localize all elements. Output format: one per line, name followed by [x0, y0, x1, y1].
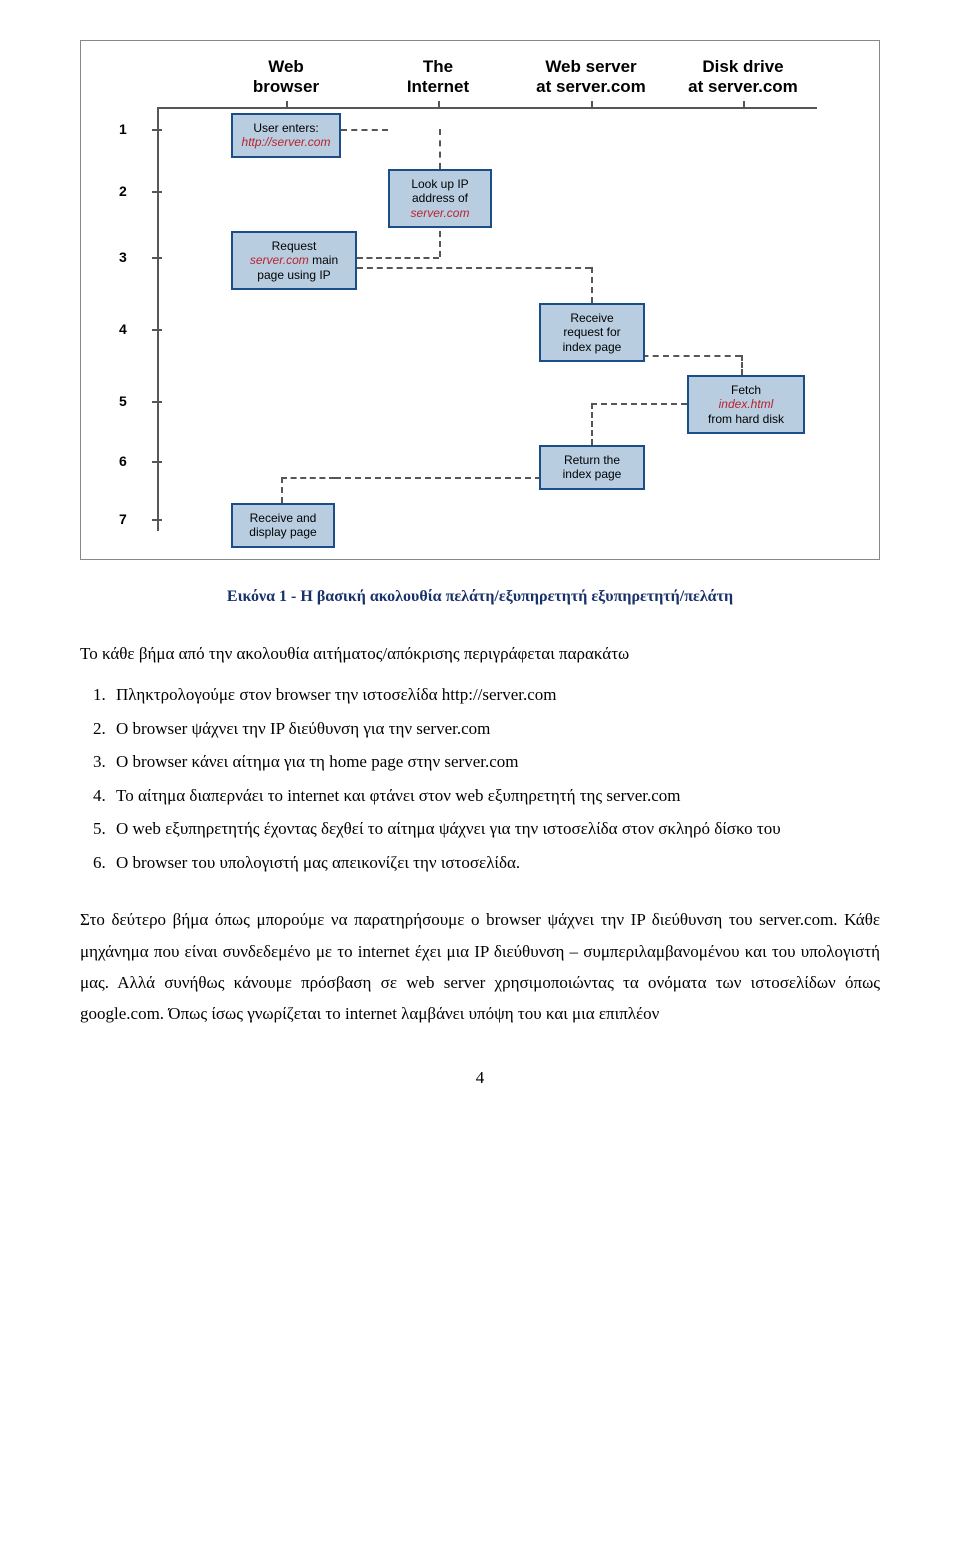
axis-tick: [152, 191, 162, 193]
column-header: Web serverat server.com: [531, 57, 651, 96]
connector: [591, 403, 593, 445]
row-number: 5: [119, 393, 127, 409]
connector: [741, 355, 743, 375]
connector: [439, 129, 441, 169]
column-tick: [591, 101, 593, 107]
row-number: 1: [119, 121, 127, 137]
connector: [281, 477, 283, 503]
axis-tick: [152, 461, 162, 463]
axis-tick: [152, 129, 162, 131]
axis-tick: [152, 401, 162, 403]
step-item: Ο browser κάνει αίτημα για τη home page …: [110, 746, 880, 777]
diagram-node: Requestserver.com mainpage using IP: [231, 231, 357, 290]
row-number: 2: [119, 183, 127, 199]
step-item: Το αίτημα διαπερνάει το internet και φτά…: [110, 780, 880, 811]
axis-tick: [152, 329, 162, 331]
row-number: 6: [119, 453, 127, 469]
column-tick: [438, 101, 440, 107]
step-item: Πληκτρολογούμε στον browser την ιστοσελί…: [110, 679, 880, 710]
column-header: Disk driveat server.com: [683, 57, 803, 96]
diagram-node: User enters:http://server.com: [231, 113, 341, 158]
page-number: 4: [80, 1068, 880, 1088]
connector: [591, 403, 687, 405]
request-response-diagram: 1 2 3 4 5 6 7 Webbrowser TheInternet Web serverat…: [91, 51, 869, 541]
diagram-frame: 1 2 3 4 5 6 7 Webbrowser TheInternet Web serverat…: [80, 40, 880, 560]
column-tick: [286, 101, 288, 107]
connector: [341, 129, 388, 131]
connector: [357, 257, 439, 259]
connector: [281, 477, 335, 479]
diagram-node: Receiverequest forindex page: [539, 303, 645, 362]
intro-paragraph: Το κάθε βήμα από την ακολουθία αιτήματος…: [80, 638, 880, 669]
axis-horizontal: [157, 107, 817, 109]
column-header: TheInternet: [393, 57, 483, 96]
diagram-node: Return theindex page: [539, 445, 645, 490]
axis-vertical: [157, 107, 159, 531]
column-header: Webbrowser: [236, 57, 336, 96]
diagram-node: Fetchindex.htmlfrom hard disk: [687, 375, 805, 434]
row-number: 3: [119, 249, 127, 265]
diagram-node: Look up IPaddress ofserver.com: [388, 169, 492, 228]
row-number: 7: [119, 511, 127, 527]
step-item: Ο web εξυπηρετητής έχοντας δεχθεί το αίτ…: [110, 813, 880, 844]
figure-caption: Εικόνα 1 - Η βασική ακολουθία πελάτη/εξυ…: [80, 588, 880, 606]
diagram-node: Receive anddisplay page: [231, 503, 335, 548]
body-paragraph: Στο δεύτερο βήμα όπως μπορούμε να παρατη…: [80, 904, 880, 1030]
column-tick: [743, 101, 745, 107]
axis-tick: [152, 519, 162, 521]
connector: [357, 267, 591, 269]
axis-tick: [152, 257, 162, 259]
steps-list: Πληκτρολογούμε στον browser την ιστοσελί…: [80, 679, 880, 878]
step-item: Ο browser του υπολογιστή μας απεικονίζει…: [110, 847, 880, 878]
step-item: Ο browser ψάχνει την IP διεύθυνση για τη…: [110, 713, 880, 744]
row-number: 4: [119, 321, 127, 337]
connector: [591, 267, 593, 303]
